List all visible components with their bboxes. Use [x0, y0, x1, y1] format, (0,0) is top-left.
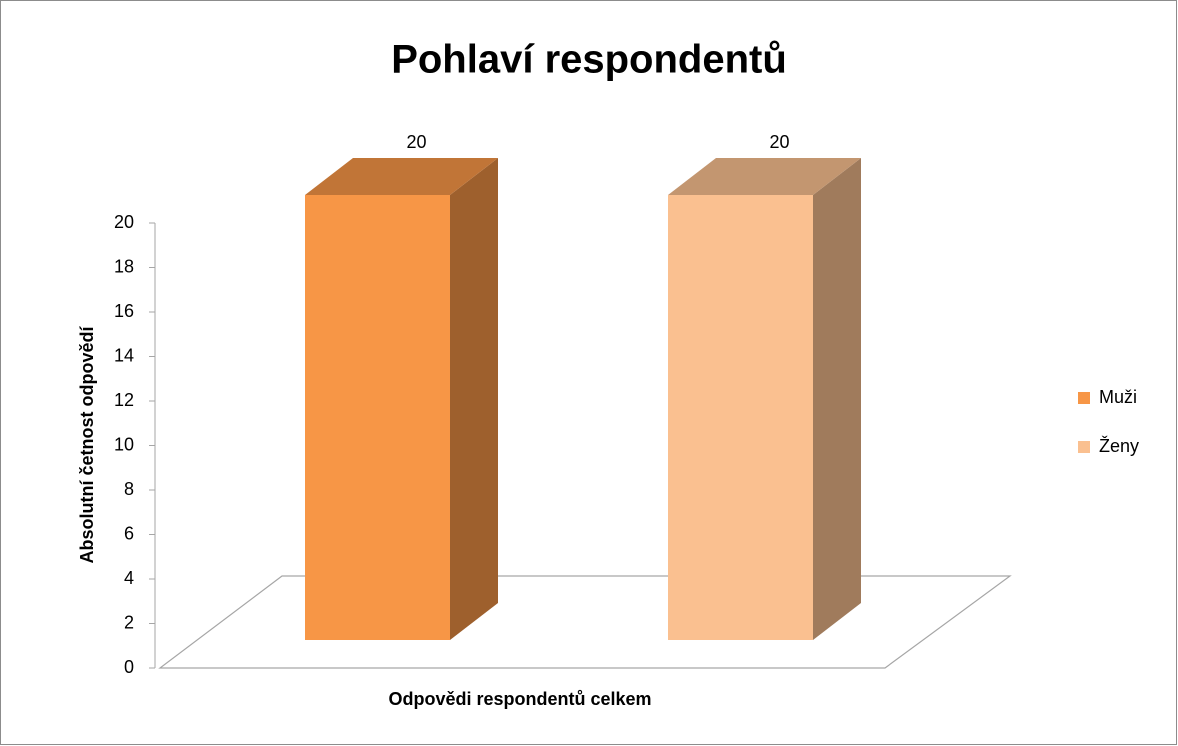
bar-side: [450, 158, 498, 640]
data-label: 20: [406, 132, 426, 152]
bar-top: [305, 158, 498, 195]
y-tick-label: 18: [114, 256, 134, 276]
x-axis-title: Odpovědi respondentů celkem: [388, 689, 651, 709]
bar: [305, 158, 498, 640]
bar-side: [813, 158, 861, 640]
legend-swatch: [1078, 392, 1090, 404]
y-tick-label: 8: [124, 479, 134, 499]
data-label: 20: [769, 132, 789, 152]
chart-title: Pohlaví respondentů: [391, 38, 787, 82]
y-tick-label: 20: [114, 212, 134, 232]
y-tick-label: 12: [114, 390, 134, 410]
y-tick-label: 6: [124, 523, 134, 543]
y-tick-label: 10: [114, 434, 134, 454]
legend-label: Ženy: [1099, 436, 1139, 456]
bar: [668, 158, 861, 640]
bar-front: [668, 195, 813, 640]
y-tick-label: 16: [114, 301, 134, 321]
y-axis-title: Absolutní četnost odpovědí: [77, 326, 97, 564]
y-tick-label: 4: [124, 568, 134, 588]
y-tick-label: 2: [124, 612, 134, 632]
bar-top: [668, 158, 861, 195]
y-tick-label: 0: [124, 657, 134, 677]
legend-swatch: [1078, 441, 1090, 453]
y-tick-label: 14: [114, 345, 134, 365]
legend-label: Muži: [1099, 387, 1137, 407]
bar-front: [305, 195, 450, 640]
